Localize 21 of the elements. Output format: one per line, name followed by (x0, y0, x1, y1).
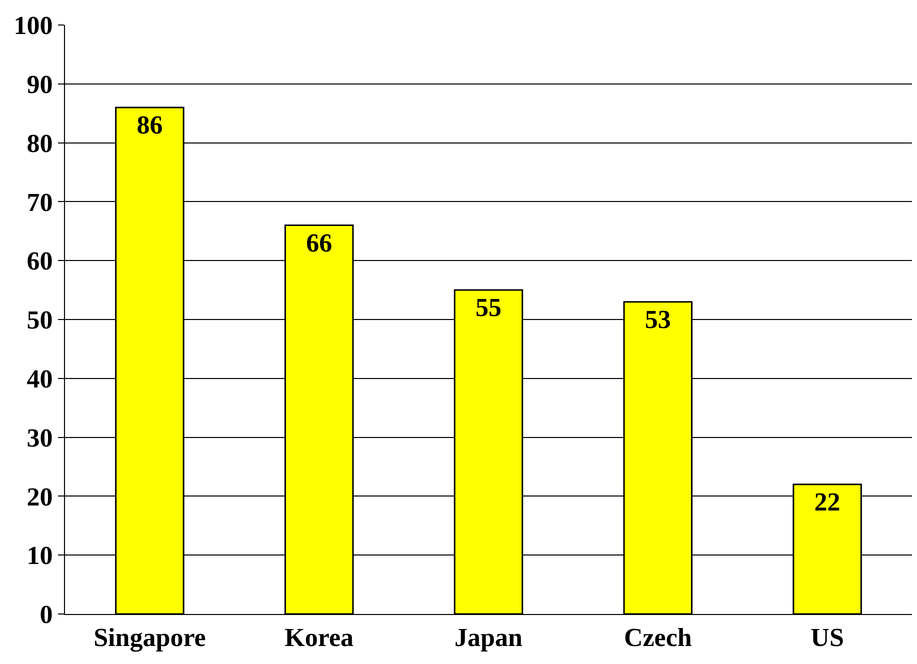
x-tick-label: US (810, 623, 844, 652)
y-tick-label: 100 (14, 11, 53, 40)
y-tick-label: 50 (26, 306, 53, 335)
data-label: 53 (644, 304, 671, 334)
y-tick-label: 90 (26, 70, 53, 99)
y-tick-label: 10 (26, 541, 53, 570)
y-tick-label: 60 (26, 246, 53, 276)
data-label: 66 (306, 228, 332, 258)
y-tick-label: 20 (26, 482, 53, 512)
y-tick-label: 30 (26, 423, 53, 452)
y-tick-label: 40 (26, 364, 53, 394)
x-tick-label: Korea (284, 623, 354, 652)
y-tick-label: 0 (40, 600, 53, 630)
y-tick-label: 70 (26, 188, 53, 217)
data-label: 55 (476, 293, 502, 322)
x-tick-label: Czech (624, 623, 692, 652)
data-label: 86 (136, 110, 163, 140)
x-tick-label: Japan (454, 623, 523, 652)
y-tick-label: 80 (26, 128, 53, 158)
x-tick-label: Singapore (94, 623, 206, 652)
data-label: 22 (814, 487, 840, 516)
